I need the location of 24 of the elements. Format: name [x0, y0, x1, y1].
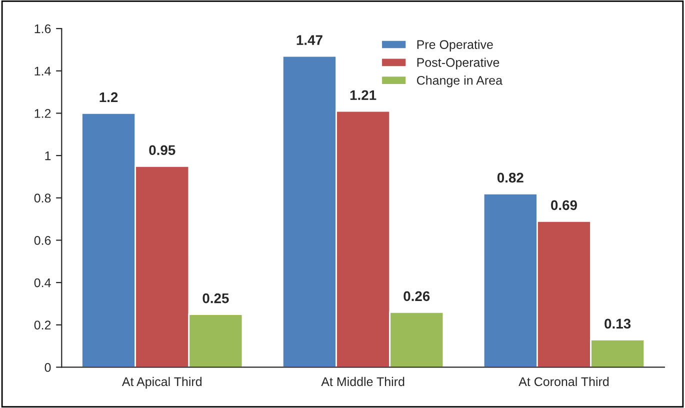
y-tick-label: 0.6 — [34, 236, 51, 245]
data-label: 0.13 — [604, 318, 631, 329]
data-label: 1.47 — [296, 35, 322, 45]
data-label: 1.21 — [350, 90, 376, 100]
data-label: 0.69 — [551, 200, 577, 210]
legend-label: Pre Operative — [417, 40, 493, 52]
y-tick-label: 1 — [45, 151, 51, 160]
data-label: 1.2 — [100, 92, 118, 102]
y-tick-label: 1.4 — [34, 66, 51, 76]
legend-label: Post-Operative — [417, 58, 500, 70]
data-label: 0.95 — [149, 145, 176, 156]
x-tick-label: At Middle Third — [321, 376, 404, 386]
data-label: 0.26 — [404, 291, 430, 302]
y-tick-label: 0.2 — [34, 320, 51, 330]
legend-label: Change in Area — [416, 76, 503, 88]
x-tick-label: At Coronal Third — [518, 376, 609, 386]
y-tick-label: 1.6 — [34, 24, 51, 34]
y-tick-label: 0.8 — [34, 194, 51, 203]
y-tick-label: 0 — [44, 363, 51, 372]
y-tick-label: 1.2 — [34, 109, 51, 118]
data-label: 0.82 — [497, 172, 524, 183]
x-tick-label: At Apical Third — [122, 376, 202, 389]
data-label: 0.25 — [202, 293, 229, 304]
y-tick-label: 0.4 — [34, 278, 51, 288]
